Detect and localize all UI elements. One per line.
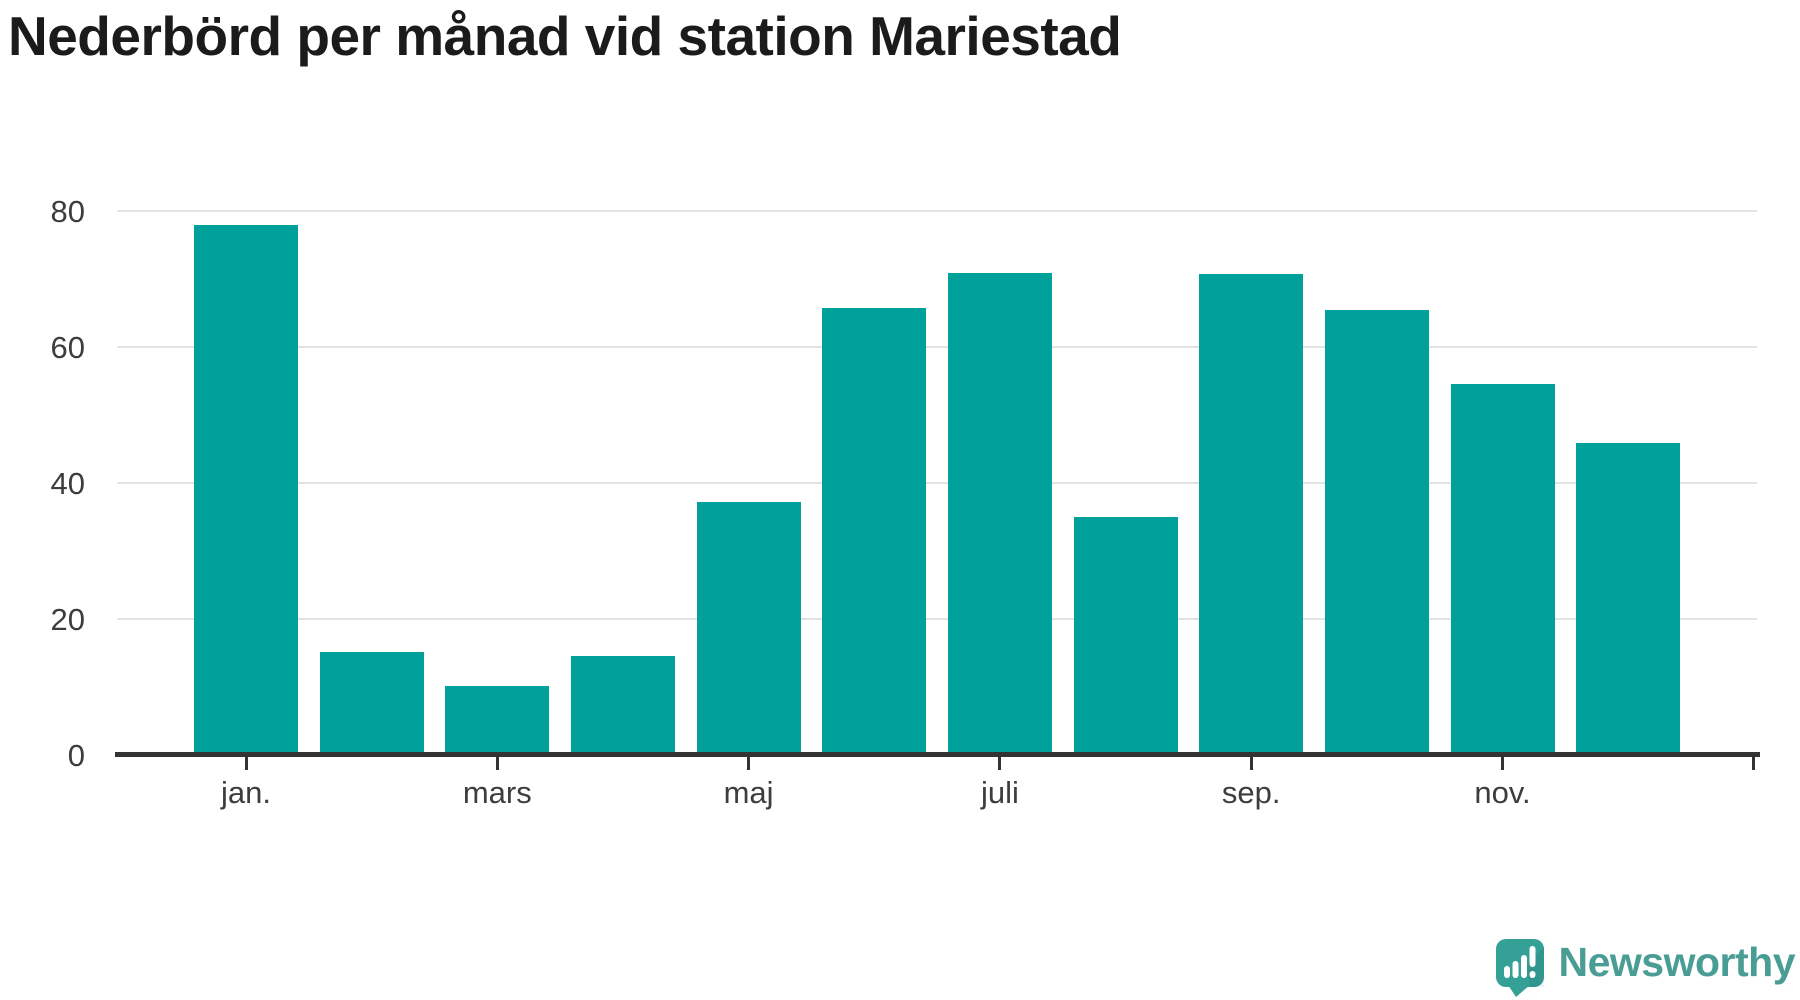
chart-title: Nederbörd per månad vid station Mariesta…	[8, 5, 1122, 67]
bar-dec	[1576, 442, 1681, 755]
gridline-y-40	[117, 482, 1757, 484]
bar-mar	[445, 685, 550, 755]
x-axis-tick-label-maj: maj	[723, 775, 774, 810]
gridline-y-20	[117, 618, 1757, 620]
x-axis-line	[115, 752, 1760, 757]
x-axis-tick-6	[1752, 757, 1756, 770]
x-axis-tick-4	[1249, 757, 1253, 770]
x-axis-tick-label-jan: jan.	[221, 775, 271, 810]
x-axis-tick-3	[998, 757, 1002, 770]
newsworthy-logo: Newsworthy	[1495, 939, 1796, 997]
x-axis-tick-5	[1501, 757, 1504, 770]
x-axis-tick-label-nov: nov.	[1474, 775, 1531, 810]
x-axis-tick-1	[495, 757, 499, 770]
y-axis-tick-label-0: 0	[67, 738, 85, 773]
x-axis-tick-2	[747, 757, 751, 770]
bar-sep	[1199, 273, 1304, 755]
y-axis-tick-label-40: 40	[50, 466, 85, 501]
bar-nov	[1450, 383, 1555, 755]
bar-jul	[947, 272, 1052, 755]
gridline-y-60	[117, 346, 1757, 348]
x-axis-tick-label-juli: juli	[980, 775, 1019, 810]
bar-jun	[822, 308, 927, 755]
y-axis-tick-label-20: 20	[50, 602, 85, 637]
newsworthy-logo-icon	[1495, 939, 1544, 997]
x-axis-tick-label-mars: mars	[462, 775, 532, 810]
x-axis-tick-0	[244, 757, 248, 770]
bar-aug	[1073, 517, 1178, 755]
bar-jan	[194, 225, 298, 755]
x-axis-tick-label-sep: sep.	[1221, 775, 1281, 810]
y-axis-tick-label-80: 80	[50, 194, 85, 229]
gridline-y-80	[117, 210, 1757, 212]
bar-apr	[570, 655, 675, 755]
newsworthy-logo-text: Newsworthy	[1558, 939, 1796, 985]
bar-feb	[319, 652, 424, 755]
bar-maj	[696, 502, 801, 755]
bar-okt	[1324, 310, 1429, 755]
y-axis-tick-label-60: 60	[50, 330, 85, 365]
